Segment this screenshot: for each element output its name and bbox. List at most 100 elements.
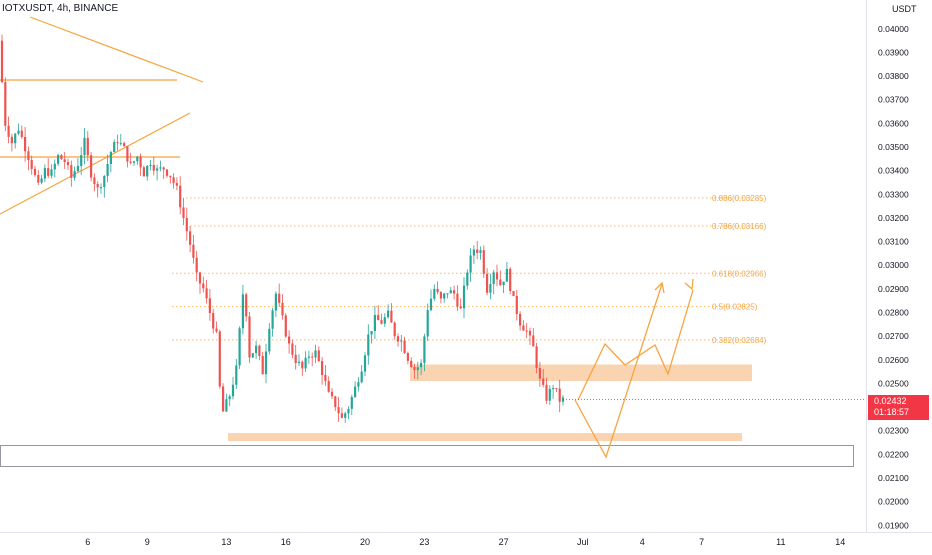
candle-body (198, 272, 202, 284)
candle-body (33, 168, 37, 175)
projection-path-upper (577, 289, 694, 401)
candle-body (390, 310, 393, 323)
candle-body (367, 334, 370, 356)
candle-body (373, 314, 376, 332)
candle-body (525, 330, 528, 332)
candle-body (60, 155, 63, 160)
ascending-trendline (0, 112, 191, 215)
candle-body (294, 354, 297, 364)
candle-body (146, 165, 149, 177)
candle-body (311, 356, 314, 358)
candle-body (340, 413, 343, 418)
price-tick-label: 0.03000 (878, 260, 909, 270)
candle-body (492, 272, 495, 285)
projection-arrowhead-lower (654, 281, 665, 294)
candle-body (347, 408, 350, 414)
candle-body (162, 167, 165, 170)
candle-body (410, 360, 413, 367)
candle-body (360, 371, 363, 383)
candle-body (185, 217, 188, 232)
candle-body (350, 396, 353, 409)
candle-body (528, 330, 532, 336)
drawings-layer (0, 16, 694, 459)
last-price-value: 0.02432 (874, 396, 907, 406)
candle-body (552, 388, 555, 390)
candle-body (222, 386, 225, 412)
candle-body (443, 293, 446, 299)
candle-body (284, 315, 287, 337)
candle-body (66, 162, 70, 166)
candles-layer (0, 34, 866, 423)
candle-body (215, 328, 218, 332)
price-tick-label: 0.03200 (878, 213, 909, 223)
candle-body (436, 288, 439, 293)
candle-body (189, 231, 192, 245)
candle-body (228, 396, 231, 400)
candle-body (301, 361, 304, 369)
candle-body (261, 356, 264, 375)
price-tick-label: 0.03900 (878, 47, 909, 57)
candle-body (20, 130, 23, 137)
candle-body (241, 294, 244, 329)
candle-body (297, 361, 301, 364)
time-tick-label: 23 (419, 537, 429, 547)
candle-body (327, 381, 330, 392)
candle-body (172, 177, 175, 184)
candle-body (469, 255, 472, 273)
candle-body (202, 283, 205, 289)
price-tick-label: 0.03100 (878, 237, 909, 247)
candle-body (136, 156, 139, 162)
candle-body (459, 306, 462, 309)
candle-body (453, 290, 456, 294)
candle-body (251, 353, 254, 358)
candle-body (43, 168, 46, 179)
candle-body (83, 137, 86, 156)
candle-body (515, 295, 518, 314)
candle-body (235, 365, 238, 385)
time-tick-label: 27 (499, 537, 509, 547)
price-tick-label: 0.03400 (878, 166, 909, 176)
candle-body (182, 207, 185, 218)
candle-body (505, 268, 508, 282)
candle-body (495, 272, 499, 280)
support-zone (228, 433, 742, 442)
time-tick-label: 4 (640, 537, 645, 547)
candle-body (519, 313, 522, 326)
candle-body (446, 293, 449, 295)
candle-body (476, 249, 479, 253)
candle-body (218, 331, 221, 387)
candle-body (245, 294, 248, 317)
price-tick-label: 0.02800 (878, 308, 909, 318)
fib-label: 0.618(0.02966) (712, 269, 767, 278)
bar-countdown: 01:18:57 (874, 407, 910, 417)
candle-body (80, 155, 83, 167)
time-tick-label: Jul (577, 537, 589, 547)
candle-body (27, 151, 30, 161)
candle-body (462, 285, 466, 309)
candle-body (192, 244, 195, 258)
candle-body (119, 143, 122, 145)
candle-body (509, 268, 512, 292)
price-tick-label: 0.03300 (878, 189, 909, 199)
candle-body (264, 351, 268, 375)
candle-body (132, 161, 136, 163)
candle-body (314, 350, 317, 358)
candle-body (24, 136, 27, 152)
candle-body (466, 272, 469, 286)
candle-body (406, 353, 409, 361)
candle-body (231, 384, 235, 397)
candle-body (17, 130, 20, 134)
candle-body (258, 345, 261, 357)
price-tick-label: 0.01900 (878, 520, 909, 530)
candle-body (212, 313, 215, 329)
candle-body (288, 336, 291, 344)
candle-body (393, 322, 396, 337)
candle-body (70, 165, 73, 178)
candle-body (383, 317, 386, 324)
candle-body (324, 374, 327, 382)
candle-body (354, 386, 357, 397)
last-price-badge: 0.02432 01:18:57 (868, 395, 929, 420)
candle-body (0, 40, 4, 83)
